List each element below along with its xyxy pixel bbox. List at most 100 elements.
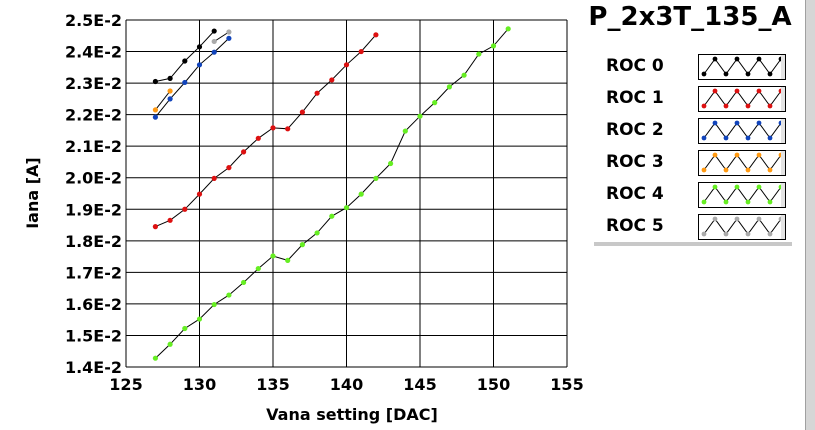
y-tick-label: 1.5E-2 xyxy=(65,326,122,345)
data-point xyxy=(152,114,158,120)
y-tick-label: 2.0E-2 xyxy=(65,169,122,188)
series-roc-5 xyxy=(211,29,232,45)
legend-marker xyxy=(756,216,762,222)
legend-swatch-edge xyxy=(781,55,785,79)
y-axis-label: Iana [A] xyxy=(23,157,42,229)
legend-marker xyxy=(745,135,751,141)
legend-marker xyxy=(712,56,718,62)
data-point xyxy=(343,205,350,211)
legend-marker xyxy=(756,184,762,190)
series-line xyxy=(155,90,171,111)
legend-marker xyxy=(734,120,740,126)
data-point xyxy=(373,175,379,181)
y-tick-label: 2.2E-2 xyxy=(65,106,122,125)
legend-line xyxy=(703,122,782,139)
y-tick-label: 1.7E-2 xyxy=(65,263,122,282)
data-point xyxy=(299,109,305,115)
data-point xyxy=(167,341,173,347)
legend-marker xyxy=(734,184,740,190)
data-point xyxy=(329,213,335,219)
legend-label: ROC 3 xyxy=(606,152,664,172)
legend-marker xyxy=(734,88,740,94)
data-point xyxy=(373,32,379,38)
data-point xyxy=(211,175,217,181)
data-point xyxy=(476,51,482,57)
legend-swatch xyxy=(698,54,786,80)
data-point xyxy=(285,126,291,132)
legend-marker xyxy=(701,199,707,205)
data-point xyxy=(270,125,276,131)
legend-marker xyxy=(712,152,718,158)
legend-marker xyxy=(723,135,729,141)
window-edge xyxy=(805,0,815,430)
x-tick-label: 125 xyxy=(109,375,142,394)
legend-marker xyxy=(723,231,729,237)
x-tick-label: 155 xyxy=(550,375,583,394)
legend-marker xyxy=(767,167,773,173)
legend-swatch-frame xyxy=(698,214,786,240)
legend-line xyxy=(703,58,782,75)
legend-line xyxy=(703,90,782,107)
legend-item: ROC 0 xyxy=(594,52,792,80)
legend-marker xyxy=(712,88,718,94)
data-point xyxy=(446,84,452,90)
legend-swatch xyxy=(698,86,786,112)
x-tick-label: 150 xyxy=(477,375,510,394)
data-point xyxy=(241,149,247,155)
legend-swatch-frame xyxy=(698,118,786,144)
legend-marker xyxy=(767,231,773,237)
legend-label: ROC 0 xyxy=(606,56,664,76)
data-point xyxy=(196,191,203,197)
legend-swatch-frame xyxy=(698,54,786,80)
legend-label: ROC 1 xyxy=(606,88,664,108)
data-point xyxy=(167,96,173,102)
y-tick-label: 2.5E-2 xyxy=(65,11,122,30)
y-tick-label: 2.1E-2 xyxy=(65,137,122,156)
legend-swatch-edge xyxy=(781,183,785,207)
legend-swatch xyxy=(698,150,786,176)
legend-line xyxy=(703,218,782,235)
data-point xyxy=(167,88,173,94)
series-roc-1 xyxy=(152,32,379,230)
data-point xyxy=(417,113,423,119)
data-point xyxy=(314,90,320,96)
data-point xyxy=(167,75,173,81)
legend-swatch-edge xyxy=(781,119,785,143)
x-tick-label: 145 xyxy=(403,375,436,394)
legend-marker xyxy=(701,103,707,109)
data-point xyxy=(196,316,203,322)
legend-marker xyxy=(723,199,729,205)
series-line xyxy=(155,34,377,228)
legend-marker xyxy=(745,231,751,237)
legend-line xyxy=(703,186,782,203)
data-point xyxy=(226,292,232,298)
legend-swatch-edge xyxy=(781,87,785,111)
legend-item: ROC 5 xyxy=(594,212,792,240)
series-roc-2 xyxy=(152,35,232,120)
legend-marker xyxy=(756,120,762,126)
legend-marker xyxy=(701,135,707,141)
data-point xyxy=(299,242,305,248)
legend-marker xyxy=(701,71,707,77)
x-tick-label: 140 xyxy=(330,375,363,394)
data-point xyxy=(211,28,217,34)
data-point xyxy=(270,253,276,259)
legend-marker xyxy=(756,88,762,94)
legend-swatch-frame xyxy=(698,182,786,208)
legend-swatch xyxy=(698,182,786,208)
data-point xyxy=(211,301,217,308)
data-point xyxy=(226,29,232,35)
legend-marker xyxy=(767,199,773,205)
legend-marker xyxy=(767,135,773,141)
legend-marker xyxy=(712,120,718,126)
data-point xyxy=(211,49,217,55)
data-point xyxy=(167,217,173,223)
x-axis: 125 130 135 140 145 150 155 xyxy=(109,375,583,394)
legend-item: ROC 4 xyxy=(594,180,792,208)
legend-marker xyxy=(723,103,729,109)
data-point xyxy=(196,44,203,50)
data-point xyxy=(255,135,261,141)
y-tick-label: 1.6E-2 xyxy=(65,295,122,314)
legend-line xyxy=(703,154,782,171)
